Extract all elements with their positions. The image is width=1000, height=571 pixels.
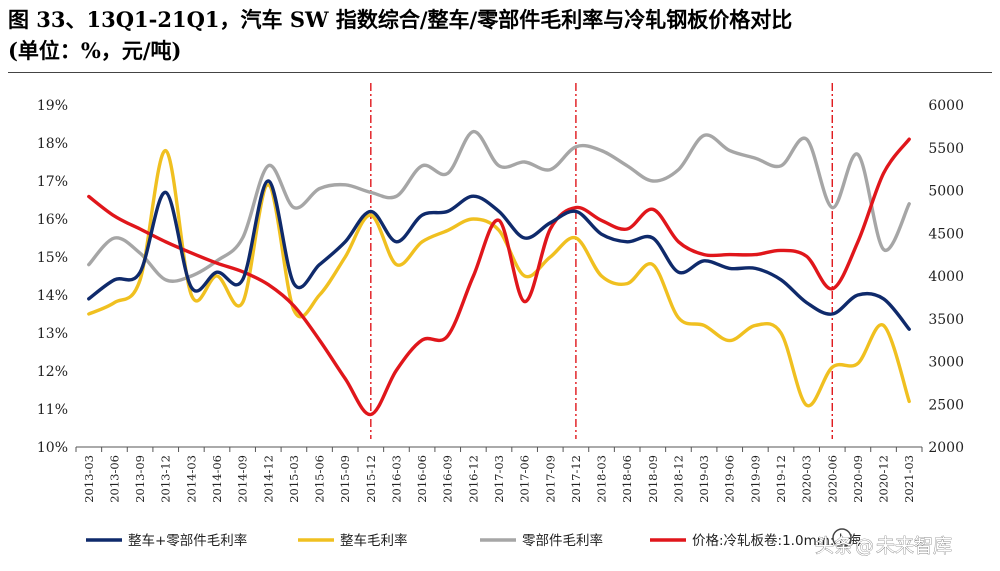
legend-label: 零部件毛利率 bbox=[522, 532, 603, 549]
x-tick-label: 2016-06 bbox=[415, 455, 429, 503]
x-tick-label: 2017-09 bbox=[543, 455, 557, 503]
chart-title-line1: 图 33、13Q1-21Q1，汽车 SW 指数综合/整车/零部件毛利率与冷轧钢板… bbox=[8, 7, 793, 32]
x-tick-label: 2013-06 bbox=[107, 455, 121, 503]
y-right-tick-label: 5000 bbox=[928, 184, 964, 200]
legend-label: 整车+零部件毛利率 bbox=[128, 532, 247, 549]
y-right-tick-label: 3000 bbox=[928, 355, 964, 371]
y-left-tick-label: 11% bbox=[37, 402, 68, 418]
x-tick-label: 2018-06 bbox=[620, 455, 634, 503]
x-tick-label: 2015-03 bbox=[287, 455, 301, 503]
legend: 整车+零部件毛利率 整车毛利率 零部件毛利率 价格:冷轧板卷:1.0mm:上海 bbox=[86, 532, 861, 549]
y-right-tick-label: 2500 bbox=[928, 397, 964, 413]
line-chart: 2013-03 2013-06 2013-09 2013-12 2014-03 2014-… bbox=[37, 83, 964, 557]
axes-layer: 2013-03 2013-06 2013-09 2013-12 2014-03 2014-… bbox=[37, 98, 964, 503]
x-tick-label: 2017-12 bbox=[569, 455, 583, 503]
y-left-tick-label: 12% bbox=[37, 364, 68, 380]
series-layer bbox=[87, 129, 911, 417]
watermark-prefix: 头条 bbox=[815, 535, 853, 557]
x-tick-label: 2013-03 bbox=[82, 455, 96, 503]
y-left-tick-label: 10% bbox=[37, 440, 68, 456]
series-line-3 bbox=[87, 129, 911, 283]
x-tick-label: 2020-03 bbox=[800, 455, 814, 503]
y-left-tick-label: 17% bbox=[37, 174, 68, 190]
x-tick-label: 2020-12 bbox=[877, 455, 891, 503]
x-tick-label: 2016-12 bbox=[466, 455, 480, 503]
chart-title-line2: (单位：%，元/吨) bbox=[8, 38, 182, 63]
x-tick-label: 2015-09 bbox=[338, 455, 352, 503]
x-tick-label: 2014-09 bbox=[236, 455, 250, 503]
y-right-tick-label: 3500 bbox=[928, 312, 964, 328]
y-right-tick-label: 6000 bbox=[928, 98, 964, 114]
x-tick-label: 2015-06 bbox=[313, 455, 327, 503]
x-tick-label: 2019-06 bbox=[723, 455, 737, 503]
legend-label: 整车毛利率 bbox=[340, 532, 408, 549]
x-tick-label: 2015-12 bbox=[364, 455, 378, 503]
title-divider bbox=[8, 72, 992, 73]
watermark-logo-icon bbox=[832, 528, 852, 548]
x-tick-label: 2016-09 bbox=[441, 455, 455, 503]
y-left-tick-label: 19% bbox=[37, 98, 68, 114]
watermark-at: @ bbox=[855, 535, 874, 557]
watermark: 头条 @ 未来智库 bbox=[815, 528, 952, 557]
x-tick-label: 2021-03 bbox=[902, 455, 916, 503]
x-tick-label: 2018-03 bbox=[595, 455, 609, 503]
x-tick-label: 2014-12 bbox=[261, 455, 275, 503]
y-left-tick-label: 13% bbox=[37, 326, 68, 342]
x-tick-label: 2019-03 bbox=[697, 455, 711, 503]
y-left-tick-label: 18% bbox=[37, 136, 68, 152]
x-tick-label: 2013-09 bbox=[133, 455, 147, 503]
x-tick-label: 2018-09 bbox=[646, 455, 660, 503]
x-tick-label: 2019-09 bbox=[748, 455, 762, 503]
x-tick-label: 2018-12 bbox=[671, 455, 685, 503]
y-left-tick-label: 15% bbox=[37, 250, 68, 266]
y-right-tick-label: 5500 bbox=[928, 141, 964, 157]
chart-title: 图 33、13Q1-21Q1，汽车 SW 指数综合/整车/零部件毛利率与冷轧钢板… bbox=[8, 4, 792, 66]
y-left-tick-label: 16% bbox=[37, 212, 68, 228]
series-line-4 bbox=[87, 137, 911, 417]
y-right-tick-label: 2000 bbox=[928, 440, 964, 456]
reference-lines bbox=[370, 83, 833, 439]
x-tick-label: 2013-12 bbox=[159, 455, 173, 503]
series-line-1 bbox=[87, 179, 911, 331]
y-right-tick-label: 4500 bbox=[928, 226, 964, 242]
y-left-tick-label: 14% bbox=[37, 288, 68, 304]
y-right-tick-label: 4000 bbox=[928, 269, 964, 285]
x-tick-label: 2014-06 bbox=[210, 455, 224, 503]
x-tick-label: 2017-03 bbox=[492, 455, 506, 503]
x-tick-label: 2014-03 bbox=[184, 455, 198, 503]
x-tick-label: 2020-09 bbox=[851, 455, 865, 503]
x-tick-label: 2017-06 bbox=[518, 455, 532, 503]
watermark-name: 未来智库 bbox=[876, 535, 952, 557]
x-tick-label: 2020-06 bbox=[825, 455, 839, 503]
legend-label: 价格:冷轧板卷:1.0mm:上海 bbox=[692, 533, 861, 549]
x-tick-label: 2019-12 bbox=[774, 455, 788, 503]
series-line-2 bbox=[87, 148, 911, 408]
x-tick-label: 2016-03 bbox=[389, 455, 403, 503]
